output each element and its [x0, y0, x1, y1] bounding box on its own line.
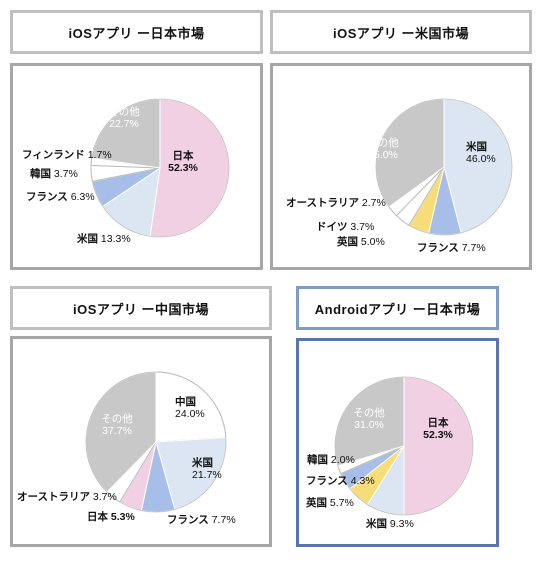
pie-outline: [85, 371, 227, 513]
slice-value-us: 13.3%: [101, 233, 131, 245]
slice-label-australia: オーストラリア 3.7%: [17, 491, 117, 503]
slice-label-us: 米国: [191, 456, 213, 469]
slice-value-us: 46.0%: [466, 153, 496, 165]
slice-label-us: 米国: [465, 140, 487, 153]
slice-value-other: 37.7%: [102, 425, 132, 437]
slice-label-korea: 韓国 3.7%: [30, 167, 78, 180]
slice-value-us: 9.3%: [390, 518, 414, 530]
slice-label-us: 米国 13.3%: [76, 232, 131, 245]
slice-value-france: 7.7%: [212, 514, 236, 526]
slice-label-uk: 英国 5.7%: [305, 496, 354, 509]
chart-title-text: Androidアプリ ー日本市場: [314, 301, 481, 317]
pie-chart-ios-us: 米国 46.0% フランス 7.7% 英国 5.0% ドイツ 3.7% オーストラリア 2…: [270, 63, 532, 270]
slice-value-china: 24.0%: [175, 408, 205, 420]
slice-value-france: 6.3%: [71, 191, 95, 203]
slice-label-france: フランス 6.3%: [26, 191, 95, 203]
pie-slice-japan: [403, 376, 474, 516]
slice-label-germany: ドイツ 3.7%: [316, 221, 374, 233]
slice-value-germany: 3.7%: [350, 221, 374, 233]
slice-value-other: 31.0%: [354, 419, 384, 431]
slice-value-finland: 1.7%: [88, 149, 112, 161]
pie-outline: [334, 376, 474, 516]
slice-label-france: フランス 7.7%: [417, 242, 486, 254]
slice-value-uk: 5.7%: [330, 497, 354, 509]
slice-label-china: 中国: [175, 395, 196, 408]
chart-title-ios-china: iOSアプリ ー中国市場: [10, 286, 272, 330]
slice-value-korea: 2.0%: [331, 454, 355, 466]
slice-label-japan: 日本: [428, 416, 449, 429]
chart-title-android-japan: Androidアプリ ー日本市場: [296, 286, 499, 330]
chart-title-text: iOSアプリ ー米国市場: [332, 25, 469, 41]
slice-value-australia: 3.7%: [93, 491, 117, 503]
slice-value-us: 21.7%: [192, 469, 222, 481]
slice-label-france: フランス 7.7%: [167, 514, 236, 526]
slice-value-uk: 5.0%: [361, 236, 385, 248]
slice-value-korea: 3.7%: [54, 168, 78, 180]
pie-chart-ios-japan: 日本 52.3% 米国 13.3% フランス 6.3% 韓国 3.7% フィンランド 1.…: [10, 63, 263, 270]
slice-label-australia: オーストラリア 2.7%: [286, 197, 386, 209]
slice-label-japan: 日本: [173, 149, 194, 162]
pie-outline: [375, 98, 513, 236]
slice-value-other: 22.7%: [109, 118, 139, 130]
slice-label-other: その他: [367, 136, 399, 149]
pie-chart-android-japan: 日本 52.3% 米国 9.3% 英国 5.7% フランス 4.3% 韓国 2.0% その他…: [296, 338, 499, 547]
chart-title-text: iOSアプリ ー日本市場: [68, 25, 205, 41]
slice-value-france: 7.7%: [462, 242, 486, 254]
slice-label-japan: 日本 5.3%: [87, 510, 136, 523]
slice-label-uk: 英国 5.0%: [336, 235, 385, 248]
slice-value-japan: 5.3%: [111, 511, 136, 523]
slice-label-other: その他: [101, 412, 133, 425]
slice-value-france: 4.3%: [351, 475, 375, 487]
slice-label-finland: フィンランド 1.7%: [22, 149, 112, 161]
pie-outline: [90, 98, 230, 238]
slice-label-other: その他: [108, 105, 140, 118]
chart-title-ios-us: iOSアプリ ー米国市場: [270, 10, 532, 54]
slice-value-other: 35.0%: [368, 149, 398, 161]
slice-label-korea: 韓国 2.0%: [307, 453, 355, 466]
chart-title-text: iOSアプリ ー中国市場: [72, 301, 209, 317]
slice-label-france: フランス 4.3%: [306, 475, 375, 487]
slice-label-other: その他: [353, 406, 385, 419]
slice-value-japan: 52.3%: [168, 162, 198, 174]
slice-value-australia: 2.7%: [362, 197, 386, 209]
chart-title-ios-japan: iOSアプリ ー日本市場: [10, 10, 263, 54]
slice-label-us: 米国 9.3%: [365, 517, 414, 530]
pie-chart-ios-china: 中国 24.0% 米国 21.7% フランス 7.7% 日本 5.3% オーストラリア 3.…: [10, 336, 272, 547]
slice-value-japan: 52.3%: [423, 429, 453, 441]
